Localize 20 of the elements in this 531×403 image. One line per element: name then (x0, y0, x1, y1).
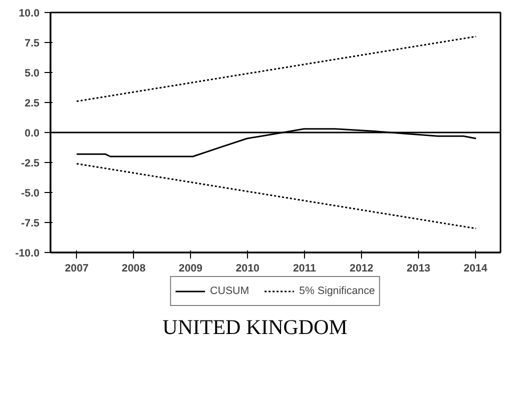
x-tick-label: 2007 (64, 262, 89, 274)
y-tick-label: 7.5 (24, 38, 40, 50)
y-tick-label: 2.5 (24, 98, 40, 110)
legend-label: 5% Significance (299, 285, 375, 297)
x-tick-label: 2014 (464, 262, 488, 274)
x-tick-label: 2012 (350, 262, 374, 274)
y-tick-label: -10.0 (15, 248, 40, 260)
x-tick-label: 2011 (292, 262, 316, 274)
text: UNITED KINGDOM (162, 314, 348, 341)
y-tick-label: 0.0 (24, 128, 40, 140)
y-tick-label: 10.0 (18, 8, 40, 20)
y-tick-label: 5.0 (24, 68, 40, 80)
x-tick-label: 2009 (178, 262, 203, 274)
y-tick-label: -2.5 (21, 158, 40, 170)
x-tick-label: 2008 (122, 262, 146, 274)
x-tick-label: 2013 (406, 262, 430, 274)
legend-label: CUSUM (210, 285, 250, 297)
y-tick-label: -7.5 (21, 218, 40, 230)
y-tick-label: -5.0 (21, 188, 40, 200)
x-tick-label: 2010 (236, 262, 260, 274)
